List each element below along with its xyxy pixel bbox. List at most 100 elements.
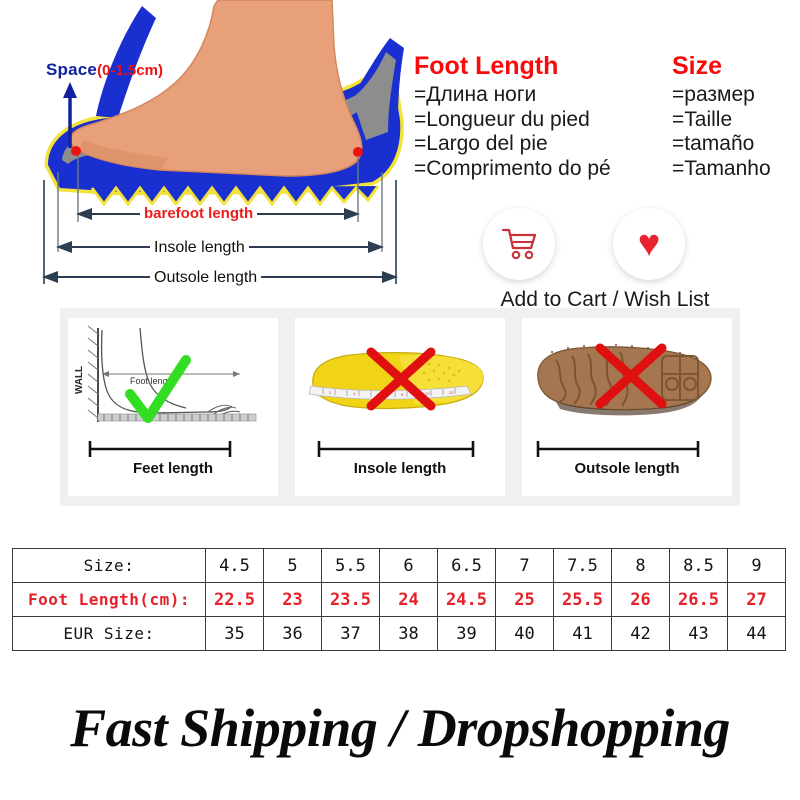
table-cell: 25 [495,582,554,617]
insole-arrow-left [56,241,72,253]
insole-length-measure-bar [317,441,475,457]
panel-feet-length: WALL Foot length [68,318,278,496]
table-cell: 43 [669,616,728,651]
table-cell: 5.5 [321,548,380,583]
svg-text:10: 10 [425,391,430,396]
table-row-label: Foot Length(cm): [12,582,206,617]
wall-label: WALL [74,366,85,394]
table-cell: 26.5 [669,582,728,617]
outsole-arrow-left [42,271,58,283]
table-cell: 36 [263,616,322,651]
table-row: Foot Length(cm): 22.5 23 23.5 24 24.5 25 25.5 26… [12,582,786,617]
table-cell: 35 [205,616,264,651]
insole-arrow-right [368,241,384,253]
table-cell: 8.5 [669,548,728,583]
table-row: EUR Size: 35 36 37 38 39 40 41 42 43 44 [12,616,786,651]
shipping-banner-text: Fast Shipping / Dropshopping [70,698,730,758]
size-chart-table-wrap: Size: 4.5 5 5.5 6 6.5 7 7.5 8 8.5 9 Foot Length(cm)… [12,548,786,651]
svg-text:8: 8 [401,392,404,397]
outsole-length-measure-bar [536,441,700,457]
add-to-wishlist-button[interactable]: ♥ [613,208,685,280]
space-label: Space(0-1.5cm) [46,60,163,80]
foot-length-translation-ru: =Длина ноги [414,83,537,106]
red-cross-icon [366,347,436,411]
panel-caption-outsole-length: Outsole length [574,460,680,477]
table-cell: 37 [321,616,380,651]
foot-length-translations: Foot Length =Длина ноги =Longueur du pie… [414,52,672,181]
barefoot-arrow-right [344,208,360,220]
feet-length-measure-bar [88,441,232,457]
size-chart-table: Size: 4.5 5 5.5 6 6.5 7 7.5 8 8.5 9 Foot Length(cm)… [12,548,786,651]
svg-text:2: 2 [329,390,332,395]
heart-icon: ♥ [637,223,661,265]
toe-marker-dot [71,146,81,156]
cart-wishlist-caption: Add to Cart / Wish List [500,288,710,311]
table-row: Size: 4.5 5 5.5 6 6.5 7 7.5 8 8.5 9 [12,548,786,583]
shipping-banner: Fast Shipping / Dropshopping [0,683,800,773]
table-cell: 24 [379,582,438,617]
red-cross-icon [595,343,667,409]
feet-length-illustration: WALL Foot length [74,325,257,423]
outsole-zigzag-highlight [90,185,380,207]
space-label-word: Space [46,60,98,79]
barefoot-arrow-left [76,208,92,220]
table-cell: 6.5 [437,548,496,583]
size-chart-body: Size: 4.5 5 5.5 6 6.5 7 7.5 8 8.5 9 Foot Length(cm)… [12,548,786,651]
table-cell: 6 [379,548,438,583]
foot-length-translation-es: =Largo del pie [414,132,548,156]
size-translations: Size =размер =Taille =tamaño =Tamanho [672,52,800,181]
shopping-cart-icon [501,228,537,260]
table-cell: 9 [727,548,786,583]
translation-legend: Foot Length =Длина ноги =Longueur du pie… [414,52,800,212]
foot-toe-shading [78,140,168,170]
table-cell: 7.5 [553,548,612,583]
shoe-heel-pad [352,52,396,140]
svg-text:4: 4 [353,391,356,396]
size-translation-pt: =Tamanho [672,156,771,180]
table-cell: 27 [727,582,786,617]
table-cell: 23.5 [321,582,380,617]
panel-caption-feet-length: Feet length [132,460,213,477]
table-cell: 40 [495,616,554,651]
table-cell: 22.5 [205,582,264,617]
foot-length-translation-pt: =Comprimento do pé [414,156,611,180]
panel-outsole-length: Outsole length [522,318,732,496]
foot-length-translation-fr: =Longueur du pied [414,107,590,131]
size-translation-fr: =Taille [672,107,733,131]
foot-length-heading: Foot Length [414,52,559,80]
insole-length-label: Insole length [150,239,249,257]
table-cell: 8 [611,548,670,583]
space-arrow-head [63,82,77,98]
outsole-zigzag-tread [92,186,378,204]
barefoot-length-label: barefoot length [140,205,258,222]
foot-diagram-svg [42,0,404,284]
table-cell: 23 [263,582,322,617]
size-translation-es: =tamaño [672,132,755,156]
table-cell: 41 [553,616,612,651]
table-cell: 5 [263,548,322,583]
table-cell: 24.5 [437,582,496,617]
panel-caption-insole-length: Insole length [353,460,447,477]
cart-wishlist-group: ♥ Add to Cart / Wish List [455,208,755,311]
green-check-icon [125,355,191,423]
table-cell: 44 [727,616,786,651]
table-cell: 25.5 [553,582,612,617]
outsole-arrow-right [382,271,398,283]
table-cell: 38 [379,616,438,651]
table-cell: 26 [611,582,670,617]
top-section: Space(0-1.5cm) barefoot length Insole le… [0,0,800,311]
measuring-method-panels: WALL Foot length [60,308,740,506]
heel-marker-dot [353,147,363,157]
outsole-length-illustration [537,343,712,416]
foot-length-inner-label: Foot length [130,376,175,386]
table-cell: 4.5 [205,548,264,583]
add-to-cart-button[interactable] [483,208,555,280]
table-row-label: EUR Size: [12,616,206,651]
outsole-length-label: Outsole length [150,269,262,287]
space-label-range: (0-1.5cm) [97,62,163,79]
table-cell: 42 [611,616,670,651]
table-row-label: Size: [12,548,206,583]
size-heading: Size [672,52,723,80]
